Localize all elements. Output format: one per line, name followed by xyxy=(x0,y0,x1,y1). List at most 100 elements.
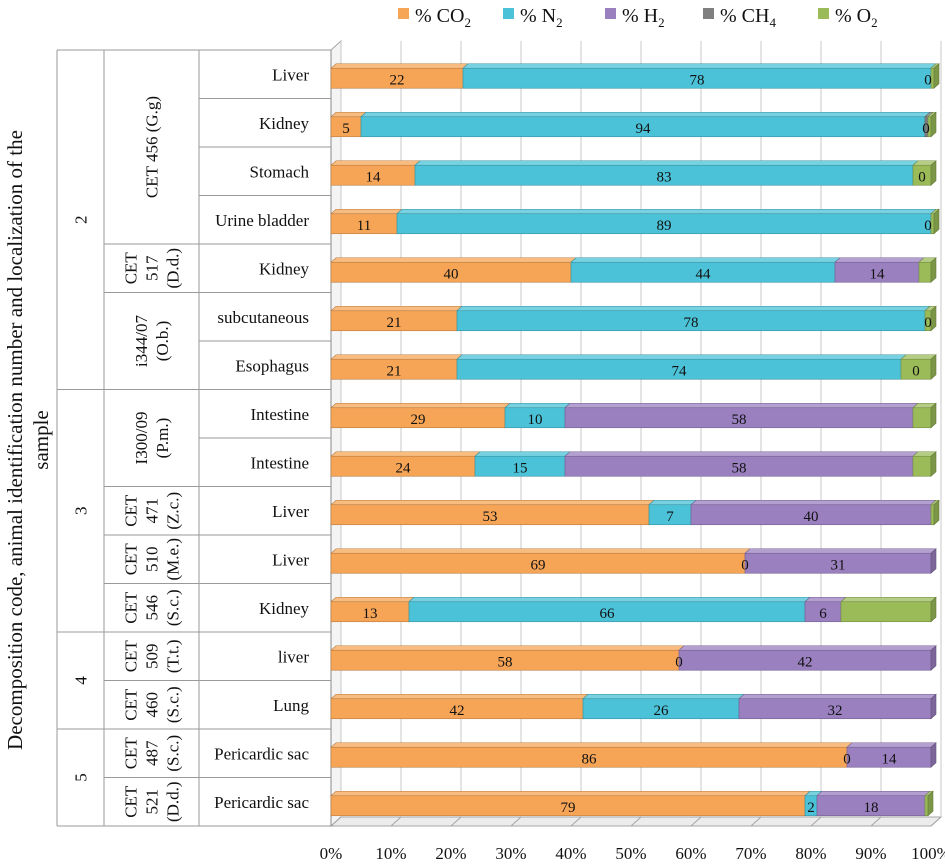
legend-swatch xyxy=(398,8,409,19)
subgroup-label: I300/09 xyxy=(132,412,151,465)
bar-segment-top xyxy=(330,596,415,603)
floor-grid xyxy=(510,816,522,827)
bar-segment-top xyxy=(330,645,685,651)
data-label: 14 xyxy=(870,266,886,282)
legend-label-subscript: 4 xyxy=(769,15,776,30)
bar-segment-top xyxy=(738,693,937,700)
bar-segment-top xyxy=(462,63,937,69)
bar-segment-top xyxy=(582,693,745,700)
legend-label-prefix: % xyxy=(520,5,542,27)
category-label: Esophagus xyxy=(235,356,309,375)
legend-label: % H2 xyxy=(622,5,665,30)
subgroup-label: (S.c.) xyxy=(164,589,183,626)
bar-segment-top xyxy=(330,160,421,166)
bar-segment-top xyxy=(846,742,937,748)
floor-grid xyxy=(570,816,582,827)
bar-row: 29 10 58 xyxy=(330,402,937,429)
legend-item: % CH4 xyxy=(703,5,776,30)
category-label: Urine bladder xyxy=(215,211,309,230)
data-label: 21 xyxy=(387,315,402,331)
bar-segment-top xyxy=(570,257,841,263)
bar-segment-top xyxy=(330,305,463,312)
data-label: 40 xyxy=(444,266,459,282)
data-label: 0 xyxy=(924,72,932,88)
bar-segment-top xyxy=(330,63,469,69)
legend-item: % O2 xyxy=(818,5,878,30)
bar-segment xyxy=(912,407,932,429)
data-label: 69 xyxy=(531,557,546,573)
x-tick-label: 90% xyxy=(855,844,886,863)
legend-item: % CO2 xyxy=(398,5,471,30)
bar-segment-side xyxy=(930,111,937,138)
x-tick-label: 70% xyxy=(735,844,766,863)
x-tick-label: 40% xyxy=(555,844,586,863)
bar-segment xyxy=(930,504,935,526)
data-label: 58 xyxy=(498,654,513,670)
bar-row: 14 83 0 xyxy=(330,160,937,186)
bar-row: 69 0 31 xyxy=(330,548,937,574)
data-label: 13 xyxy=(363,606,378,622)
bar-row: 22 78 0 xyxy=(330,63,940,89)
bar-row: 53 7 40 xyxy=(330,499,940,526)
legend-label-prefix: % xyxy=(415,5,437,27)
subgroup-label: (M.e.) xyxy=(164,538,183,580)
legend-label: % N2 xyxy=(520,5,563,30)
data-label: 2 xyxy=(807,800,815,816)
data-label: 31 xyxy=(831,557,846,573)
data-label: 5 xyxy=(342,121,350,137)
subgroup-label: (D.d.) xyxy=(164,248,183,289)
category-label: Pericardic sac xyxy=(214,793,309,812)
category-label: Intestine xyxy=(250,453,309,472)
bar-segment xyxy=(924,795,929,817)
floor-grid xyxy=(930,816,942,827)
x-tick-label: 60% xyxy=(675,844,706,863)
bar-segment-side xyxy=(930,742,937,768)
data-label: 26 xyxy=(654,703,670,719)
bar-row: 21 78 0 xyxy=(330,305,937,332)
bar-segment-top xyxy=(900,354,937,360)
data-label: 14 xyxy=(882,751,898,767)
data-label: 0 xyxy=(924,218,932,234)
bar-segment-top xyxy=(564,402,919,409)
category-label: Liver xyxy=(272,502,309,521)
legend-label-prefix: % xyxy=(622,5,644,27)
bar-segment-top xyxy=(504,402,571,409)
x-axis-ticks: 0% 10% 20% 30% 40% 50% 60% 70% 80% 90% 100% xyxy=(320,844,945,863)
category-label: Kidney xyxy=(259,599,310,618)
bar-segment-top xyxy=(330,548,751,554)
bar-row: 40 44 14 xyxy=(330,257,937,283)
category-label: Liver xyxy=(272,550,309,569)
data-label: 29 xyxy=(411,412,426,428)
data-label: 21 xyxy=(387,363,402,379)
legend-item: % H2 xyxy=(605,5,665,30)
category-label: Pericardic sac xyxy=(214,744,309,763)
legend: % CO2 % N2 % H2 % CH4 % O2 xyxy=(398,5,878,30)
bar-row: 24 15 58 xyxy=(330,451,937,477)
bar-segment-side xyxy=(933,208,940,235)
category-hierarchy: Liver Kidney Stomach Urine bladder Kidney sub… xyxy=(56,49,332,827)
data-label: 53 xyxy=(483,509,498,525)
data-label: 42 xyxy=(798,654,813,670)
data-label: 7 xyxy=(666,509,674,525)
y-axis-title: Decomposition code, animal identificatio… xyxy=(3,130,53,750)
floor-grid xyxy=(390,816,402,827)
floor-grid xyxy=(330,816,342,827)
bar-segment-side xyxy=(930,596,937,623)
x-tick-label: 100% xyxy=(911,844,945,863)
bar-row: 21 74 0 xyxy=(330,354,937,380)
group-label: 2 xyxy=(72,216,91,225)
bar-segment-side xyxy=(930,402,937,429)
y-axis-title-line-1: Decomposition code, animal identificatio… xyxy=(3,130,27,750)
bar-segment-top xyxy=(678,645,937,651)
bar-segment-side xyxy=(930,451,937,477)
bar-segment-side xyxy=(933,63,940,89)
legend-swatch xyxy=(605,8,616,19)
data-label: 58 xyxy=(732,460,747,476)
bar-segment-top xyxy=(690,499,937,506)
legend-label-subscript: 2 xyxy=(464,15,471,30)
bar-segment-top xyxy=(330,208,403,215)
floor-grid xyxy=(870,816,882,827)
subgroup-label: CET xyxy=(122,591,141,624)
